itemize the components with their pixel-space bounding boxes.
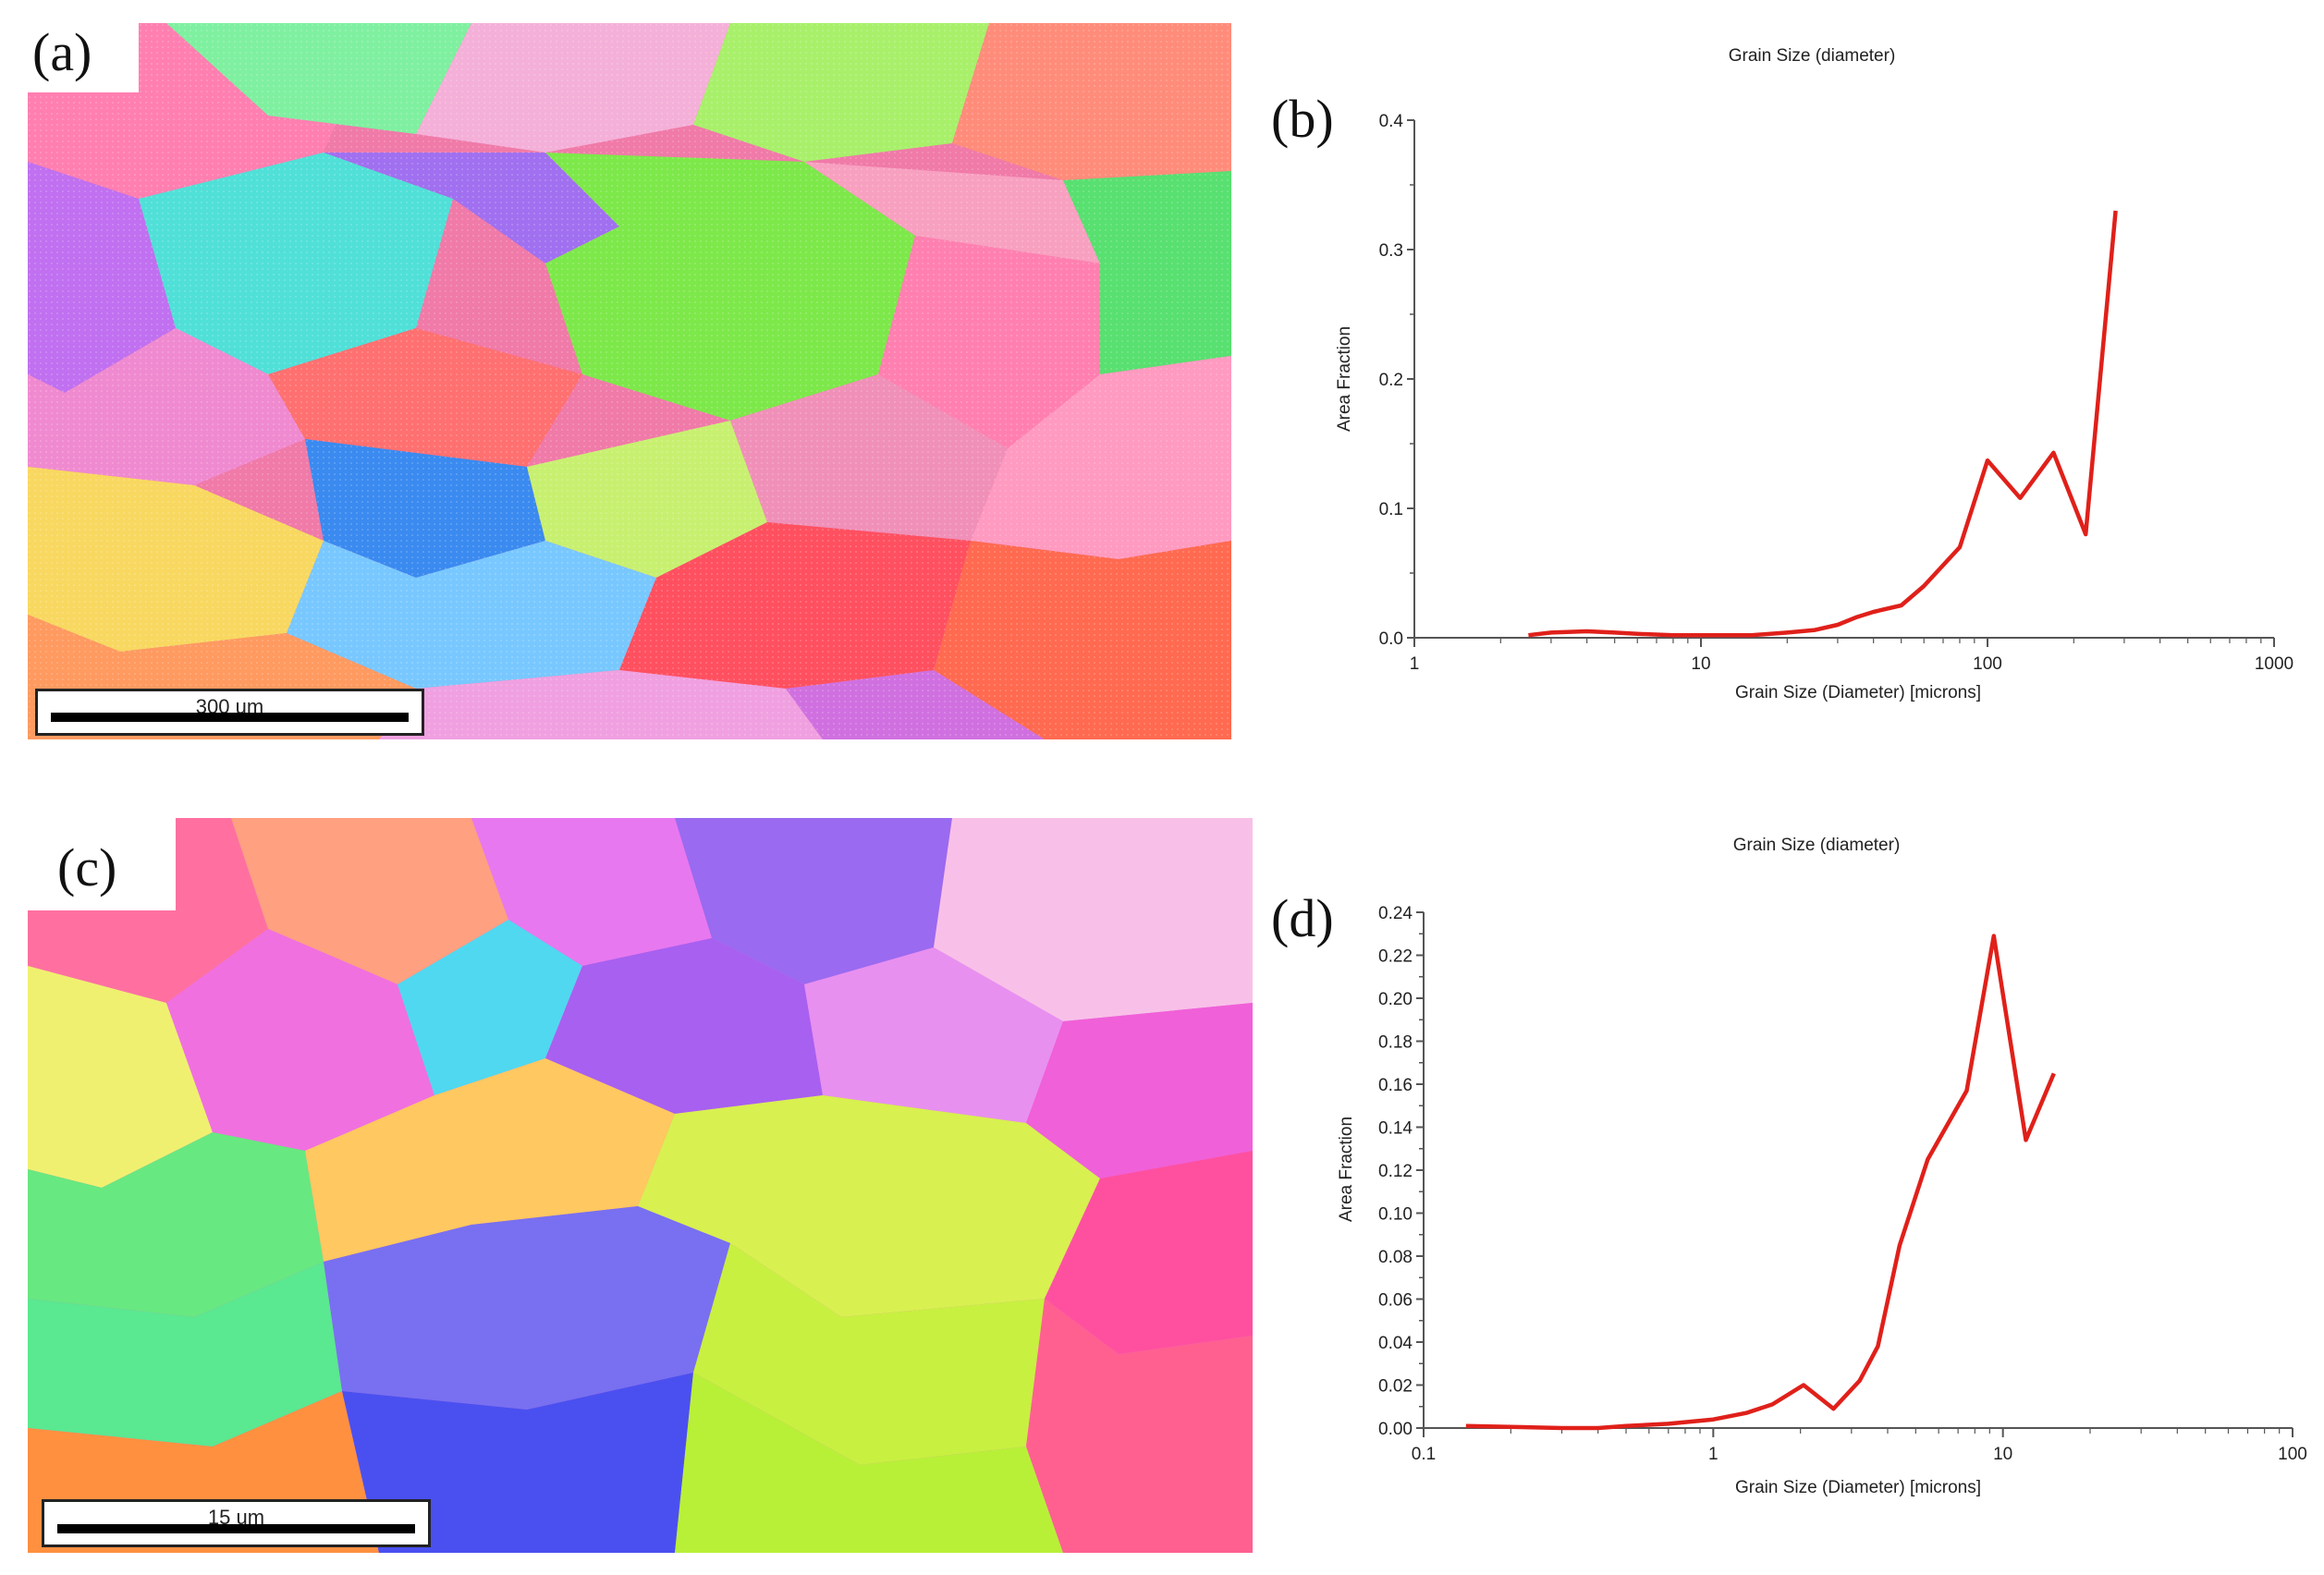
y-tick-label: 0.18 — [1378, 1033, 1413, 1053]
ebsd-map-c — [28, 818, 1253, 1553]
x-tick-label: 1000 — [2255, 654, 2293, 674]
panel-label-d: (d) — [1271, 888, 1334, 948]
chart-b-xlabel: Grain Size (Diameter) [microns] — [1735, 683, 1981, 702]
chart-d-xlabel: Grain Size (Diameter) [microns] — [1735, 1478, 1981, 1497]
panel-label-b: (b) — [1271, 89, 1334, 149]
y-tick-label: 0.08 — [1378, 1248, 1413, 1267]
scale-bar-c: 15 um — [42, 1499, 431, 1547]
y-tick-label: 0.16 — [1378, 1076, 1413, 1095]
series-line — [1528, 210, 2118, 638]
y-tick-label: 0.10 — [1378, 1205, 1413, 1225]
x-tick-label: 10 — [1993, 1445, 2012, 1464]
x-tick-label: 10 — [1691, 654, 1710, 674]
y-tick-label: 0.00 — [1378, 1420, 1413, 1439]
y-tick-label: 0.02 — [1378, 1377, 1413, 1397]
chart-d-title: Grain Size (diameter) — [1733, 836, 1901, 855]
ebsd-map-a — [28, 23, 1231, 739]
chart-d-ylabel: Area Fraction — [1337, 1117, 1356, 1222]
chart-b-ylabel: Area Fraction — [1335, 326, 1354, 432]
x-tick-label: 100 — [1973, 654, 2002, 674]
scale-bar-a: 300 um — [35, 689, 424, 736]
y-tick-label: 0.4 — [1379, 112, 1404, 131]
series-line — [1465, 934, 2056, 1431]
x-tick-label: 100 — [2278, 1445, 2307, 1464]
y-tick-label: 0.14 — [1378, 1119, 1413, 1139]
plot-area-b: 0.0 0.1 0.2 0.3 0.4 1 10 100 1000 — [1379, 112, 2294, 674]
y-tick-label: 0.3 — [1379, 241, 1403, 261]
chart-b: Grain Size (diameter) Area Fraction Grai… — [1335, 46, 2294, 702]
x-tick-label: 1 — [1708, 1445, 1719, 1464]
y-tick-label: 0.22 — [1378, 947, 1413, 967]
y-tick-label: 0.20 — [1378, 990, 1413, 1009]
y-tick-label: 0.24 — [1378, 904, 1413, 923]
scale-bar-line-c — [57, 1524, 415, 1533]
chart-b-title: Grain Size (diameter) — [1729, 46, 1896, 66]
x-tick-label: 0.1 — [1412, 1445, 1436, 1464]
chart-d: Grain Size (diameter) Area Fraction Grai… — [1337, 836, 2307, 1497]
scale-bar-line-a — [51, 713, 409, 722]
y-tick-label: 0.2 — [1379, 371, 1403, 390]
y-tick-label: 0.12 — [1378, 1162, 1413, 1181]
y-tick-label: 0.04 — [1378, 1334, 1413, 1353]
panel-label-c: (c) — [28, 818, 176, 910]
plot-area-d: 0.00 0.02 0.04 0.06 0.08 0.10 0.12 0.14 0.16 0.18… — [1378, 904, 2307, 1464]
ebsd-grains-c — [28, 818, 1253, 1553]
panel-label-a: (a) — [0, 0, 139, 92]
ebsd-grains-a — [28, 23, 1231, 739]
y-tick-label: 0.0 — [1379, 629, 1403, 649]
y-tick-label: 0.1 — [1379, 500, 1403, 519]
y-tick-label: 0.06 — [1378, 1291, 1413, 1311]
x-tick-label: 1 — [1410, 654, 1420, 674]
